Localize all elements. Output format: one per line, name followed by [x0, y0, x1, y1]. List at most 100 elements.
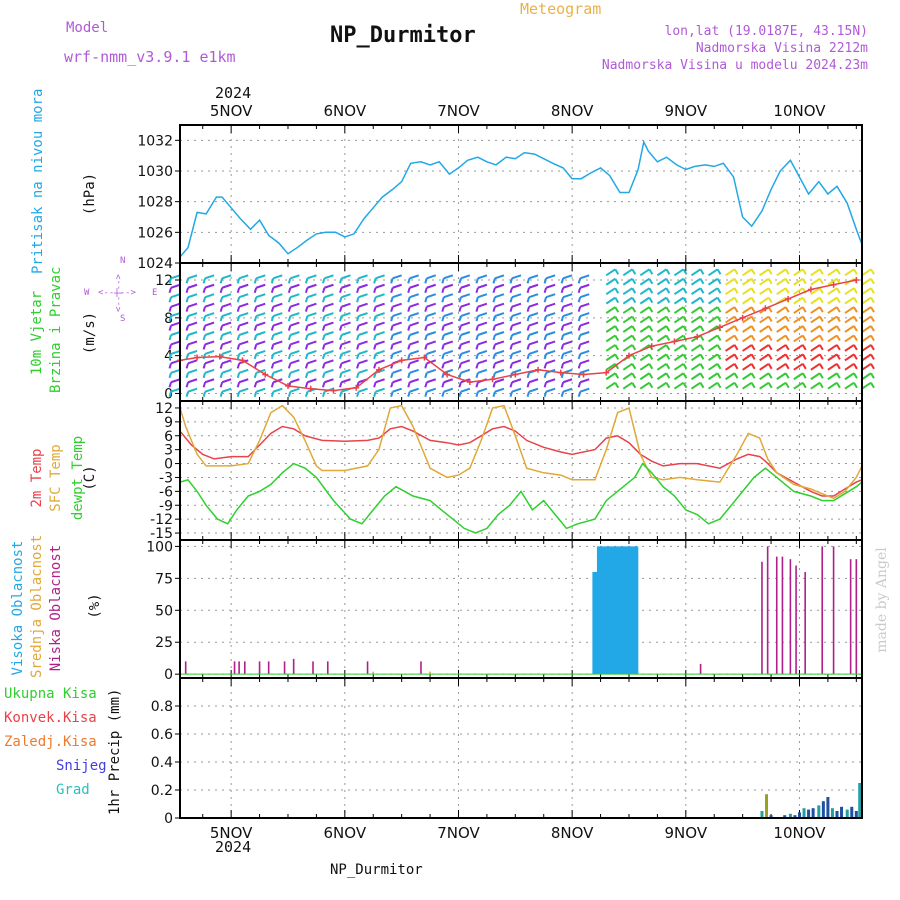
wind-barb	[725, 315, 736, 324]
wind-barb	[221, 359, 232, 365]
model-label: Model	[66, 20, 109, 36]
wind-barb-flag	[407, 334, 411, 341]
wind-barb	[477, 387, 488, 393]
wind-barb	[170, 387, 181, 393]
precip-bar	[811, 808, 815, 818]
wind-barb-flag	[356, 325, 360, 331]
precip-bar	[845, 809, 849, 818]
temp2m-label: 2m Temp	[29, 448, 45, 508]
wind-barb	[742, 381, 753, 390]
wind-barb	[238, 349, 249, 355]
wind-barb-flag	[733, 325, 739, 332]
wind-barb-flag	[373, 325, 377, 331]
wind-barb	[742, 277, 753, 286]
x-tick-label-top: 6NOV	[324, 102, 367, 120]
precip-legend-item: Grad	[56, 782, 90, 798]
precip-bar	[760, 811, 764, 818]
wind-barb-flag	[236, 391, 241, 397]
wind-barb	[307, 349, 317, 355]
wind-barb	[170, 274, 181, 280]
wind-barb-flag	[168, 315, 172, 322]
wind-barb-flag	[253, 381, 258, 388]
wind-barb-flag	[304, 344, 309, 350]
wind-barb	[639, 268, 650, 277]
wind-barb	[324, 378, 334, 384]
wind-barb	[528, 293, 539, 299]
wind-barb	[861, 381, 872, 390]
wind-barb-flag	[870, 344, 875, 351]
wind-barb-flag	[716, 344, 722, 351]
wind-barb-flag	[682, 344, 688, 351]
wind-barb-flag	[648, 297, 654, 304]
wind-barb-flag	[870, 353, 875, 360]
wind-barb	[426, 378, 437, 384]
wind-barb	[460, 359, 471, 365]
cloud-bar	[775, 556, 778, 675]
wind-barb	[605, 381, 616, 390]
wind-barb	[494, 368, 505, 374]
wind-barb	[187, 321, 198, 327]
wind-barb-flag	[356, 296, 360, 303]
wind-barb-flag	[801, 363, 807, 370]
wind-barb-flag	[716, 287, 722, 294]
wind-barb	[579, 368, 590, 374]
wind-barb	[673, 296, 685, 305]
wind-barb	[375, 283, 385, 289]
wind-barb	[844, 287, 855, 296]
wind-barb-flag	[373, 344, 377, 350]
wind-barb	[742, 353, 753, 362]
wind-barb	[443, 321, 454, 327]
panel-background	[180, 678, 862, 818]
cloud-unit: (%)	[87, 593, 103, 619]
wind-barb	[460, 312, 471, 318]
wind-barb	[844, 381, 855, 390]
wind-barb	[707, 334, 719, 343]
y-tick-label: 0	[164, 457, 173, 473]
wind-barb-flag	[287, 325, 292, 331]
wind-barb-flag	[614, 344, 620, 351]
wind-barb	[690, 277, 702, 286]
wind-barb	[443, 312, 454, 318]
wind-barb	[742, 296, 753, 305]
wind-barb	[810, 296, 821, 305]
wind-barb	[656, 296, 667, 305]
wind-barb	[579, 302, 590, 308]
wind-barb-flag	[424, 363, 428, 369]
wind-barb	[579, 274, 590, 280]
wind-barb	[707, 296, 719, 305]
wind-barb-flag	[509, 306, 513, 312]
wind-barb	[844, 315, 855, 324]
wind-barb-flag	[509, 315, 513, 322]
wind-barb	[759, 315, 770, 324]
wind-barb	[477, 293, 488, 299]
wind-barb-flag	[390, 278, 394, 284]
wind-barb-flag	[577, 344, 582, 350]
wind-barb-flag	[836, 363, 841, 370]
model-name: wrf-nmm_v3.9.1 e1km	[64, 48, 236, 66]
wind-barb	[426, 349, 437, 355]
wind-barb	[707, 362, 719, 371]
wind-barb	[810, 287, 821, 296]
wind-barb	[562, 331, 573, 336]
wind-barb-flag	[577, 381, 582, 388]
wind-barb	[443, 378, 454, 384]
wind-barb-flag	[614, 278, 620, 285]
wind-barb	[494, 293, 505, 299]
wind-barb-flag	[270, 315, 275, 322]
wind-barb-flag	[716, 363, 722, 370]
wind-barb	[272, 293, 283, 299]
wind-barb-flag	[870, 334, 875, 341]
wind-barb	[238, 321, 249, 327]
wind-barb	[255, 274, 266, 280]
wind-barb-flag	[339, 278, 343, 284]
wind-barb	[759, 325, 770, 333]
wind-barb	[673, 372, 685, 381]
wind-barb	[861, 306, 872, 314]
y-tick-label: 1030	[137, 164, 173, 180]
y-tick-label: 0	[164, 667, 173, 683]
wind-barb-flag	[577, 315, 582, 322]
wind-barb	[759, 287, 770, 296]
precip-legend-item: Ukupna Kisa	[4, 686, 97, 702]
wind-barb-flag	[202, 391, 207, 397]
wind-barb	[793, 296, 804, 305]
